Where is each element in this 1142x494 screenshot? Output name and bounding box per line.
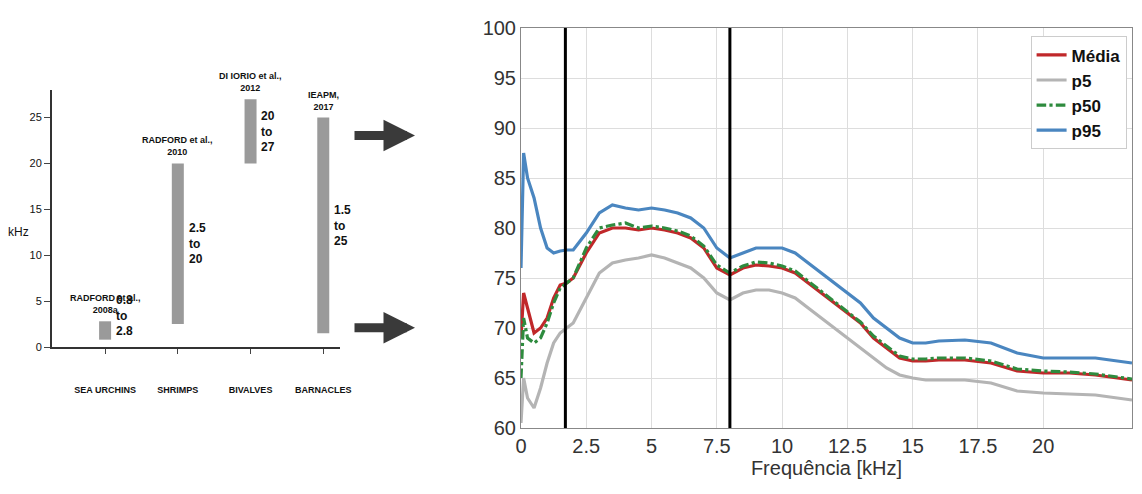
- svg-text:75: 75: [494, 267, 516, 289]
- svg-text:IEAPM,2017: IEAPM,2017: [308, 90, 339, 112]
- svg-text:25: 25: [30, 111, 42, 123]
- svg-text:BIVALVES: BIVALVES: [229, 385, 273, 395]
- svg-text:85: 85: [494, 167, 516, 189]
- svg-text:Frequência [kHz]: Frequência [kHz]: [751, 457, 902, 479]
- svg-text:2.5to20: 2.5to20: [189, 221, 206, 266]
- svg-text:BARNACLES: BARNACLES: [295, 385, 352, 395]
- svg-text:0.8to2.8: 0.8to2.8: [116, 293, 133, 338]
- svg-text:0: 0: [515, 435, 526, 457]
- svg-text:20: 20: [30, 157, 42, 169]
- svg-text:60: 60: [494, 417, 516, 439]
- svg-text:kHz: kHz: [8, 225, 29, 239]
- svg-text:5: 5: [646, 435, 657, 457]
- svg-text:20: 20: [1032, 435, 1054, 457]
- svg-text:p5: p5: [1072, 72, 1092, 91]
- svg-text:RADFORD et al.,2010: RADFORD et al.,2010: [142, 135, 213, 157]
- svg-text:15: 15: [30, 203, 42, 215]
- svg-text:SEA URCHINS: SEA URCHINS: [74, 385, 136, 395]
- svg-text:p50: p50: [1072, 97, 1101, 116]
- svg-text:5: 5: [36, 295, 42, 307]
- svg-text:DI IORIO et al.,2012: DI IORIO et al.,2012: [219, 71, 282, 93]
- svg-text:1.5to25: 1.5to25: [334, 203, 351, 248]
- svg-text:7.5: 7.5: [703, 435, 731, 457]
- svg-text:p95: p95: [1072, 122, 1101, 141]
- svg-text:80: 80: [494, 217, 516, 239]
- svg-text:0: 0: [36, 341, 42, 353]
- svg-text:100: 100: [483, 17, 516, 39]
- svg-text:95: 95: [494, 67, 516, 89]
- svg-text:65: 65: [494, 367, 516, 389]
- svg-text:90: 90: [494, 117, 516, 139]
- svg-text:10: 10: [30, 249, 42, 261]
- svg-text:12.5: 12.5: [828, 435, 867, 457]
- svg-text:2.5: 2.5: [572, 435, 600, 457]
- svg-text:SHRIMPS: SHRIMPS: [157, 385, 198, 395]
- svg-text:17.5: 17.5: [958, 435, 997, 457]
- svg-text:20to27: 20to27: [261, 109, 275, 154]
- svg-text:15: 15: [902, 435, 924, 457]
- svg-text:70: 70: [494, 317, 516, 339]
- svg-text:RADFORD et al.,2008a: RADFORD et al.,2008a: [70, 293, 141, 315]
- svg-text:Média: Média: [1072, 47, 1121, 66]
- svg-text:10: 10: [771, 435, 793, 457]
